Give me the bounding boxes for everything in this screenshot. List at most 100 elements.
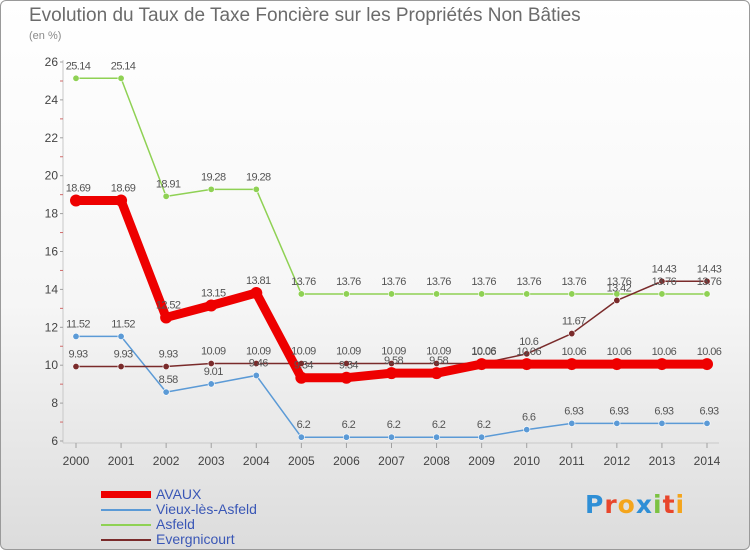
data-label: 13.42 <box>607 282 632 294</box>
x-tick-label: 2002 <box>153 454 180 468</box>
data-point <box>207 380 215 388</box>
data-label: 6.6 <box>522 412 536 424</box>
data-point <box>613 419 621 427</box>
legend-label: AVAUX <box>156 486 202 502</box>
data-label: 25.14 <box>111 60 136 72</box>
data-point <box>565 358 578 371</box>
data-point <box>568 290 576 298</box>
data-point <box>297 433 305 441</box>
x-tick-label: 2004 <box>243 454 270 468</box>
data-point <box>160 311 173 324</box>
data-label: 13.76 <box>652 276 677 288</box>
data-point <box>162 388 170 396</box>
data-label: 10.06 <box>562 346 587 358</box>
data-point <box>655 358 668 371</box>
data-label: 9.01 <box>204 366 223 378</box>
data-label: 10.09 <box>336 345 361 357</box>
data-point <box>475 358 488 371</box>
data-point <box>340 371 353 384</box>
legend-swatch <box>101 539 151 541</box>
data-label: 6.93 <box>564 405 583 417</box>
data-label: 6.2 <box>477 419 491 431</box>
data-label: 9.93 <box>159 349 178 361</box>
legend-swatch <box>101 524 151 526</box>
data-label: 9.58 <box>429 355 448 367</box>
data-point <box>252 359 260 367</box>
data-label: 25.14 <box>66 60 91 72</box>
data-label: 19.28 <box>201 171 226 183</box>
x-tick-label: 2010 <box>513 454 540 468</box>
data-label: 11.52 <box>111 318 135 330</box>
y-tick-label: 22 <box>45 131 59 145</box>
data-point <box>162 192 170 200</box>
data-point <box>342 290 350 298</box>
data-label: 13.76 <box>516 276 541 288</box>
data-label: 6.2 <box>387 419 401 431</box>
data-point <box>568 330 576 338</box>
data-label: 6.2 <box>342 419 356 431</box>
x-tick-label: 2005 <box>288 454 315 468</box>
data-label: 13.76 <box>471 276 496 288</box>
y-tick-label: 18 <box>45 207 59 221</box>
data-point <box>520 358 533 371</box>
data-label: 11.52 <box>66 318 90 330</box>
data-label: 6.93 <box>699 405 718 417</box>
data-label: 10.06 <box>607 346 632 358</box>
data-label: 6.2 <box>297 419 311 431</box>
x-tick-label: 2007 <box>378 454 405 468</box>
data-point <box>207 359 215 367</box>
logo-letter: t <box>662 490 676 519</box>
data-point <box>478 433 486 441</box>
data-point <box>613 296 621 304</box>
data-label: 13.76 <box>291 276 316 288</box>
data-point <box>433 359 441 367</box>
data-label: 13.15 <box>201 288 226 300</box>
data-labels: 11.52 11.52 8.58 9.01 9.46 6.2 6.2 6.2 6.2 6.2 6.6… <box>66 60 723 431</box>
data-point <box>703 419 711 427</box>
data-point <box>72 74 80 82</box>
data-label: 13.76 <box>562 276 587 288</box>
data-label: 13.76 <box>607 276 632 288</box>
data-label: 10.09 <box>426 345 451 357</box>
data-point <box>342 433 350 441</box>
legend-swatch <box>101 509 151 511</box>
legend-label: Asfeld <box>156 516 195 532</box>
x-tick-label: 2014 <box>694 454 721 468</box>
data-point <box>568 419 576 427</box>
data-point <box>207 185 215 193</box>
logo-letter: i <box>653 490 663 519</box>
data-label: 6.93 <box>609 405 628 417</box>
data-label: 10.06 <box>697 346 722 358</box>
x-tick-label: 2011 <box>559 454 585 468</box>
legend-swatch <box>101 491 151 498</box>
data-label: 14.43 <box>697 263 722 275</box>
unit-label: (en %) <box>29 30 62 42</box>
data-label: 10.06 <box>652 346 677 358</box>
data-point <box>703 290 711 298</box>
data-label: 8.58 <box>159 374 178 386</box>
data-point <box>703 277 711 285</box>
data-point <box>162 363 170 371</box>
y-tick-label: 26 <box>45 55 59 69</box>
data-point <box>523 290 531 298</box>
data-point <box>252 185 260 193</box>
logo-letter: x <box>635 490 653 519</box>
data-point <box>433 290 441 298</box>
data-label: 13.76 <box>697 276 722 288</box>
data-point <box>387 290 395 298</box>
y-tick-label: 16 <box>45 245 59 259</box>
data-point <box>701 358 713 371</box>
data-label: 13.76 <box>336 276 361 288</box>
x-tick-label: 2013 <box>649 454 676 468</box>
x-tick-label: 2006 <box>333 454 360 468</box>
data-label: 10.09 <box>246 345 271 357</box>
data-point <box>250 287 263 300</box>
data-point <box>117 332 125 340</box>
x-tick-label: 2000 <box>63 454 90 468</box>
x-tick-label: 2001 <box>108 454 135 468</box>
y-tick-label: 14 <box>45 282 59 296</box>
data-label: 10.09 <box>291 345 316 357</box>
data-label: 10.06 <box>471 345 496 357</box>
